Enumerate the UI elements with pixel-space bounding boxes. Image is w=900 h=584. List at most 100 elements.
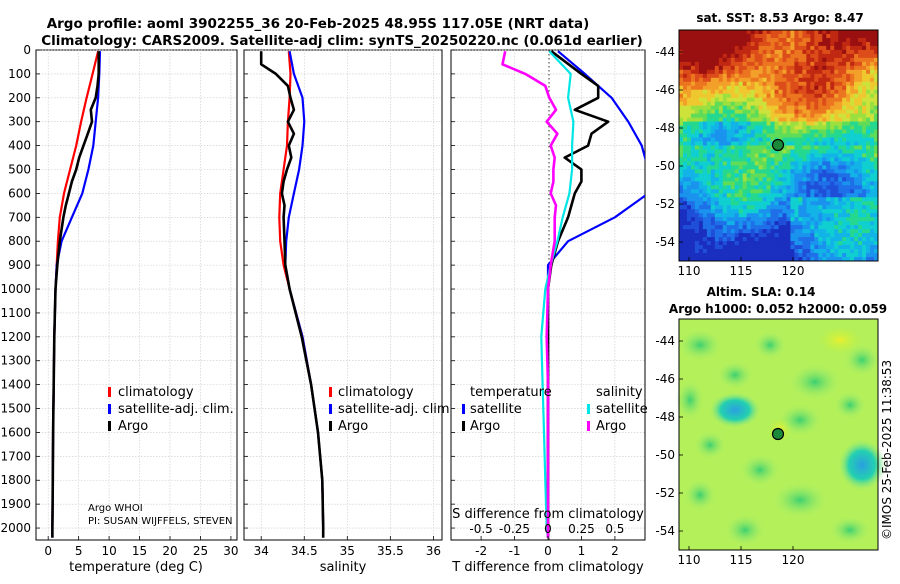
sst-map-cell [810, 61, 815, 67]
sst-map-cell [830, 169, 835, 174]
sst-map-cell [822, 201, 827, 206]
sst-map-cell [794, 93, 799, 99]
sst-map-cell [806, 249, 811, 254]
sst-map-cell [698, 177, 704, 182]
sst-map-cell [798, 201, 803, 206]
sst-map-cell [698, 125, 704, 130]
sst-map-cell [686, 221, 692, 226]
sst-map-cell [826, 173, 831, 178]
sst-map-cell [858, 33, 863, 39]
sst-map-cell [842, 185, 847, 190]
sst-map-cell [738, 237, 744, 242]
sst-map-cell [686, 117, 692, 122]
sst-map-cell [802, 137, 807, 142]
sst-map-cell [706, 53, 712, 59]
sst-map-cell [850, 137, 855, 142]
sst-map-cell [826, 73, 831, 79]
sst-map-cell [706, 193, 712, 198]
sst-map-cell [838, 209, 843, 214]
sst-map-cell [874, 33, 879, 39]
sst-map-cell [762, 37, 767, 43]
sst-map-cell [862, 113, 867, 119]
sst-map-cell [834, 157, 839, 162]
sst-map-cell [834, 233, 839, 238]
sst-map-cell [790, 133, 795, 138]
sst-map-cell [810, 125, 815, 130]
sst-map-cell [778, 177, 783, 182]
sst-map-cell [766, 173, 771, 178]
sst-map-cell [742, 149, 748, 154]
sst-map-cell [778, 181, 783, 186]
sst-map-cell [679, 241, 684, 246]
sst-map-cell [682, 49, 688, 55]
sst-map-cell [810, 165, 815, 170]
sst-map-cell [826, 41, 831, 47]
sst-map-cell [682, 213, 688, 218]
sst-map-cell [734, 137, 740, 142]
x-tick-label: 2 [611, 544, 619, 558]
sst-map-cell [834, 133, 839, 138]
sst-map-cell [774, 177, 779, 182]
sst-map-cell [730, 217, 736, 222]
sst-map-cell [718, 121, 724, 126]
sst-map-cell [834, 225, 839, 230]
sst-map-cell [782, 65, 787, 71]
sst-map-cell [774, 77, 779, 83]
depth-tick-label: 1100 [0, 306, 31, 320]
sst-map-cell [726, 45, 732, 51]
sst-map-cell [706, 93, 712, 99]
sst-map-cell [702, 233, 708, 238]
sst-map-cell [782, 30, 787, 35]
sst-map-cell [734, 165, 740, 170]
sst-map-cell [866, 249, 871, 254]
sst-map-cell [826, 185, 831, 190]
sst-map-cell [830, 257, 835, 262]
sst-map-cell [698, 249, 704, 254]
sst-map-cell [710, 77, 716, 83]
sst-map-cell [742, 45, 748, 51]
sst-map-cell [762, 165, 767, 170]
sst-map-cell [762, 217, 767, 222]
sst-map-cell [826, 169, 831, 174]
sst-map-cell [714, 149, 720, 154]
sst-map-cell [826, 177, 831, 182]
sst-map-cell [834, 105, 839, 111]
sst-map-cell [730, 233, 736, 238]
sst-map-cell [702, 245, 708, 250]
sst-map-cell [862, 213, 867, 218]
sst-map-cell [862, 209, 867, 214]
sst-map-cell [766, 109, 771, 115]
sst-map-cell [842, 205, 847, 210]
sst-map-cell [798, 185, 803, 190]
sst-map-cell [702, 45, 708, 51]
sst-map-cell [726, 253, 732, 258]
sst-map-cell [762, 249, 767, 254]
sst-map-cell [762, 49, 767, 55]
sst-map-cell [838, 257, 843, 262]
map-x-tick-label: 120 [782, 264, 805, 278]
map-y-tick-label: -52 [655, 197, 675, 211]
sst-map-cell [818, 37, 823, 43]
sst-map-cell [682, 121, 688, 126]
sst-map-cell [690, 157, 696, 162]
sst-map-cell [682, 169, 688, 174]
sst-map-cell [818, 133, 823, 138]
sst-map-cell [710, 149, 716, 154]
sst-map-cell [834, 77, 839, 83]
sst-map-cell [874, 205, 879, 210]
sst-map-cell [722, 169, 728, 174]
sst-map-cell [706, 253, 712, 258]
sst-map-cell [690, 105, 696, 111]
sst-map-cell [750, 205, 756, 210]
sst-map-cell [838, 245, 843, 250]
sst-map-cell [679, 233, 684, 238]
sst-map-cell [790, 205, 795, 210]
sst-map-cell [826, 85, 831, 91]
sst-map-cell [774, 97, 779, 103]
sst-map-cell [762, 33, 767, 39]
sst-map-cell [679, 53, 684, 59]
sst-map-cell [874, 165, 879, 170]
sst-map-cell [746, 133, 752, 138]
sst-map-cell [754, 249, 759, 254]
sst-map-cell [690, 41, 696, 47]
